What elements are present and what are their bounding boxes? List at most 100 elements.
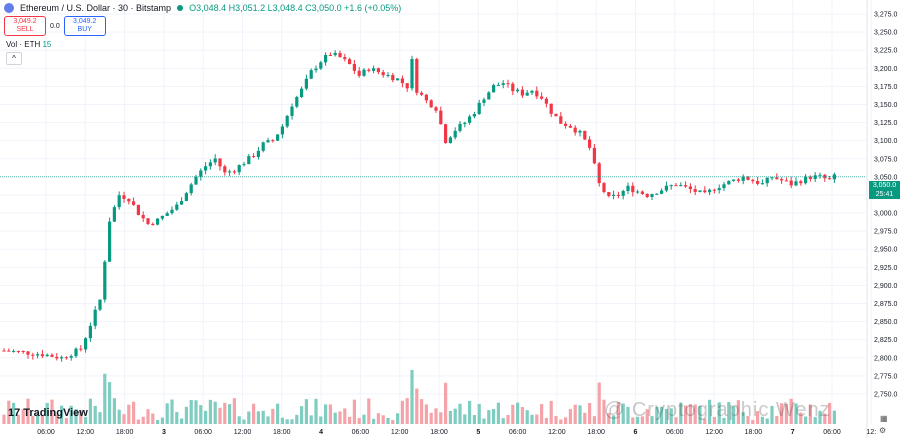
- volume-bar: [328, 404, 332, 424]
- volume-bar: [453, 408, 457, 424]
- volume-bar: [727, 402, 731, 424]
- volume-bar: [232, 398, 236, 424]
- calendar-icon[interactable]: ▦: [880, 414, 888, 423]
- volume-bar: [93, 405, 97, 424]
- volume-bar: [165, 403, 169, 424]
- buy-button[interactable]: 3,049.2 BUY: [63, 16, 106, 36]
- volume-bar: [141, 416, 145, 424]
- volume-bar: [156, 419, 160, 424]
- candle-body: [650, 194, 654, 197]
- volume-bar: [799, 412, 803, 424]
- candle-body: [232, 171, 236, 173]
- chart-grid: [0, 0, 872, 424]
- volume-bar: [26, 398, 30, 424]
- volume-legend[interactable]: Vol · ETH 15: [6, 40, 51, 49]
- volume-bar: [732, 406, 736, 424]
- candle-body: [319, 62, 323, 69]
- candle-body: [204, 166, 208, 171]
- candle-body: [280, 126, 284, 135]
- price-tick-label: 2,925.0: [874, 265, 897, 272]
- candle-body: [511, 83, 515, 92]
- candle-body: [679, 185, 683, 187]
- candle-body: [760, 183, 764, 185]
- volume-bar: [588, 403, 592, 424]
- volume-bar: [607, 413, 611, 424]
- volume-bar: [765, 418, 769, 424]
- candle-body: [271, 140, 275, 142]
- candle-body: [132, 201, 136, 205]
- candle-body: [50, 354, 54, 357]
- volume-bar: [132, 401, 136, 424]
- volume-bar: [444, 382, 448, 424]
- time-tick-label: 06:00: [37, 429, 55, 436]
- price-tick-label: 3,075.0: [874, 156, 897, 163]
- candle-body: [247, 156, 251, 165]
- volume-bar: [247, 411, 251, 424]
- candle-body: [127, 198, 131, 202]
- volume-bar: [578, 405, 582, 424]
- candle-body: [535, 90, 539, 97]
- volume-bar: [180, 418, 184, 424]
- candle-body: [84, 338, 88, 350]
- volume-bar: [50, 399, 54, 424]
- time-axis[interactable]: 06:00 12:00 18:00 3 06:00 12:00 18:00 4 06:00 12:…: [37, 429, 876, 436]
- volume-bar: [472, 415, 476, 424]
- volume-bar: [98, 412, 102, 424]
- volume-bar: [789, 398, 793, 424]
- time-tick-label: 12:: [866, 429, 876, 436]
- candle-body: [175, 204, 179, 210]
- candle-body: [530, 90, 534, 93]
- candle-body: [420, 92, 424, 95]
- candle-body: [458, 123, 462, 131]
- volume-bar: [12, 402, 16, 424]
- candle-body: [98, 299, 102, 310]
- time-tick-label: 18:00: [745, 429, 763, 436]
- candle-body: [328, 54, 332, 56]
- candle-body: [79, 348, 83, 350]
- price-tick-label: 2,875.0: [874, 301, 897, 308]
- volume-bar: [45, 402, 49, 424]
- price-tick-label: 2,800.0: [874, 355, 897, 362]
- sell-button[interactable]: 3,049.2 SELL: [4, 16, 46, 36]
- candle-body: [472, 113, 476, 117]
- candle-body: [468, 116, 472, 123]
- volume-bar: [823, 413, 827, 424]
- candle-body: [636, 191, 640, 193]
- time-tick-label: 4: [319, 429, 323, 436]
- volume-bars: [2, 369, 836, 424]
- gear-icon[interactable]: ⚙: [879, 426, 887, 435]
- candle-body: [727, 180, 731, 185]
- volume-bar: [55, 414, 59, 424]
- candle-body: [525, 92, 529, 96]
- candle-body: [549, 103, 553, 114]
- candle-body: [621, 190, 625, 196]
- candle-body: [7, 350, 11, 352]
- candle-body: [108, 221, 112, 262]
- candle-body: [410, 59, 414, 89]
- candle-body: [12, 350, 16, 352]
- volume-bar: [636, 416, 640, 424]
- time-tick-label: 18:00: [273, 429, 291, 436]
- candle-body: [631, 185, 635, 193]
- collapse-legend-button[interactable]: ^: [6, 52, 22, 65]
- volume-bar: [410, 369, 414, 424]
- volume-bar: [112, 398, 116, 424]
- volume-bar: [242, 419, 246, 424]
- price-tick-label: 3,000.0: [874, 211, 897, 218]
- candle-body: [376, 68, 380, 73]
- candle-body: [400, 78, 404, 84]
- volume-bar: [208, 399, 212, 424]
- candle-body: [381, 72, 385, 76]
- volume-bar: [516, 402, 520, 424]
- candle-body: [69, 356, 73, 358]
- candle-body: [31, 354, 35, 356]
- candle-body: [26, 351, 30, 355]
- volume-bar: [722, 417, 726, 424]
- symbol-title[interactable]: Ethereum / U.S. Dollar · 30 · Bitstamp: [20, 3, 172, 13]
- tradingview-logo[interactable]: 17 TradingView: [8, 407, 88, 419]
- candle-body: [698, 190, 702, 192]
- time-tick-label: 12:00: [705, 429, 723, 436]
- candle-body: [160, 215, 164, 219]
- volume-bar: [295, 414, 299, 424]
